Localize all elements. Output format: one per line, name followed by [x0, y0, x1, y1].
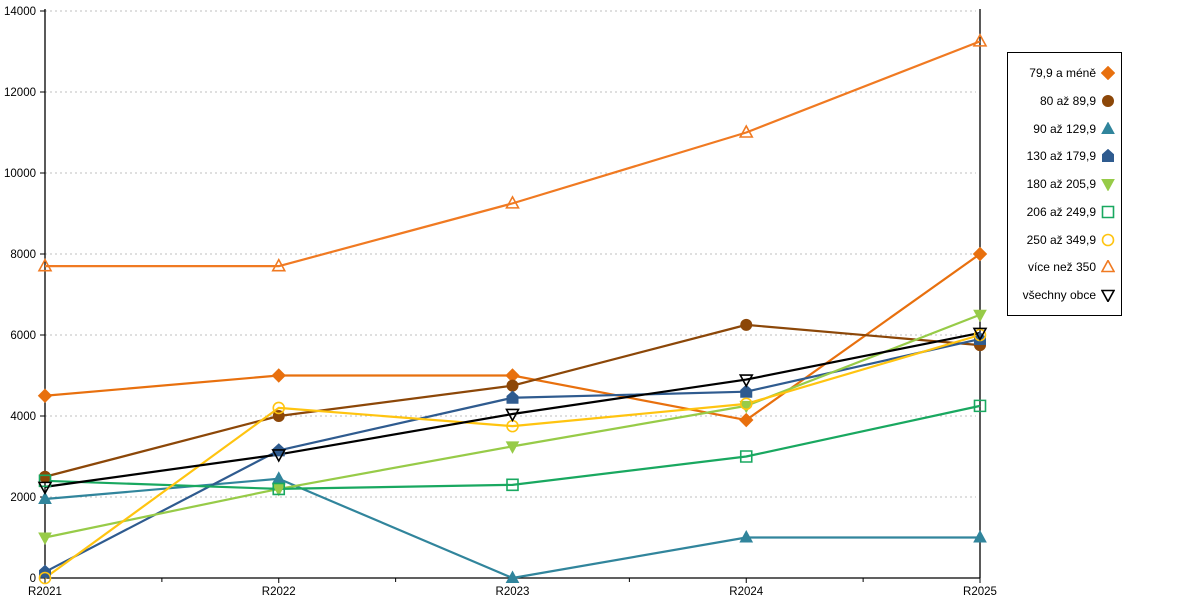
legend-marker-glyph — [1101, 233, 1115, 246]
series-marker-4 — [973, 309, 987, 323]
series-marker-7 — [505, 195, 520, 209]
legend-marker-glyph — [1102, 94, 1114, 107]
legend-item-7[interactable]: více než 350 — [1012, 255, 1115, 279]
series-marker-1 — [506, 379, 519, 392]
series-marker-0 — [37, 388, 53, 403]
series-marker-1 — [740, 318, 753, 331]
series-marker-6 — [272, 401, 286, 415]
series-marker-5 — [506, 478, 519, 492]
circle-icon — [1101, 233, 1115, 246]
legend-label: 80 až 89,9 — [1039, 93, 1096, 108]
y-axis-label: 2000 — [10, 492, 36, 504]
series-marker-1 — [39, 470, 51, 483]
triangle-up-icon — [1101, 121, 1115, 134]
y-axis-label: 10000 — [4, 168, 36, 180]
legend-item-5[interactable]: 206 až 249,9 — [1012, 200, 1115, 224]
legend-marker-glyph — [1101, 289, 1115, 302]
legend-label: 130 až 179,9 — [1026, 149, 1096, 164]
y-axis-label: 6000 — [10, 330, 36, 342]
series-marker-2 — [271, 471, 286, 484]
x-axis-label: R2025 — [963, 586, 997, 598]
series-marker-5 — [272, 482, 286, 496]
square-icon — [1101, 205, 1115, 219]
series-marker-2 — [739, 529, 754, 543]
legend-label: všechny obce — [1022, 288, 1096, 302]
legend-label: více než 350 — [1027, 260, 1096, 275]
triangle-up-icon — [1101, 260, 1115, 273]
series-marker-2 — [38, 491, 52, 505]
legend-item-3[interactable]: 130 až 179,9 — [1012, 144, 1115, 168]
legend-marker-glyph — [1101, 205, 1115, 219]
series-marker-6 — [38, 571, 52, 585]
series-marker-8 — [37, 481, 53, 496]
series-marker-2 — [973, 529, 987, 543]
y-axis-label: 0 — [30, 573, 36, 585]
legend-item-2[interactable]: 90 až 129,9 — [1012, 117, 1115, 141]
series-marker-8 — [271, 449, 287, 463]
series-marker-4 — [38, 532, 52, 546]
legend-label: 79,9 a méně — [1029, 66, 1096, 80]
legend-item-8[interactable]: všechny obce — [1012, 283, 1115, 307]
series-marker-0 — [972, 246, 988, 262]
series-marker-7 — [972, 33, 988, 47]
series-marker-4 — [271, 483, 286, 497]
diamond-icon — [1101, 66, 1115, 80]
triangle-down-icon — [1101, 289, 1115, 302]
series-marker-8 — [972, 327, 988, 342]
legend-item-6[interactable]: 250 až 349,9 — [1012, 228, 1115, 252]
legend-item-4[interactable]: 180 až 205,9 — [1012, 172, 1115, 196]
series-marker-4 — [505, 441, 520, 454]
circle-icon — [1102, 94, 1114, 107]
legend-marker-glyph — [1101, 66, 1115, 80]
y-axis-label: 8000 — [10, 249, 36, 261]
series-marker-3 — [740, 384, 753, 398]
legend-marker-glyph — [1101, 179, 1115, 191]
x-axis-label: R2022 — [262, 586, 296, 598]
series-line-8 — [44, 331, 981, 488]
series-marker-8 — [505, 408, 520, 423]
series-marker-7 — [271, 257, 287, 272]
series-marker-5 — [973, 399, 987, 413]
chart-legend: 79,9 a méně 80 až 89,9 90 až 129,9 130 až 1… — [1007, 52, 1122, 316]
y-axis-label: 4000 — [10, 411, 36, 423]
series-marker-6 — [739, 397, 753, 411]
legend-label: 90 až 129,9 — [1033, 121, 1096, 136]
x-axis-label: R2024 — [729, 586, 763, 598]
series-line-7 — [45, 40, 981, 268]
series-marker-4 — [739, 400, 754, 414]
legend-label: 250 až 349,9 — [1026, 232, 1096, 247]
legend-label: 206 až 249,9 — [1026, 204, 1096, 219]
y-axis-label: 12000 — [4, 87, 36, 99]
x-axis-label: R2023 — [496, 586, 530, 598]
series-marker-0 — [739, 412, 754, 428]
series-marker-2 — [505, 570, 520, 583]
series-marker-3 — [506, 390, 519, 404]
pentagon-icon — [1102, 149, 1114, 163]
series-marker-7 — [37, 257, 53, 272]
legend-marker-glyph — [1102, 149, 1114, 163]
legend-label: 180 až 205,9 — [1026, 177, 1096, 191]
legend-item-1[interactable]: 80 až 89,9 — [1012, 89, 1115, 113]
legend-marker-glyph — [1101, 260, 1115, 273]
series-marker-8 — [738, 374, 754, 388]
series-marker-5 — [739, 450, 753, 463]
x-axis-label: R2021 — [28, 586, 62, 598]
series-marker-3 — [39, 564, 51, 578]
legend-marker-glyph — [1101, 121, 1115, 134]
y-axis-label: 14000 — [4, 6, 36, 18]
triangle-down-icon — [1101, 179, 1115, 191]
legend-item-0[interactable]: 79,9 a méně — [1012, 61, 1115, 85]
series-marker-7 — [738, 124, 754, 138]
series-marker-0 — [271, 368, 286, 383]
series-line-5 — [44, 404, 981, 490]
series-line-2 — [44, 477, 980, 580]
